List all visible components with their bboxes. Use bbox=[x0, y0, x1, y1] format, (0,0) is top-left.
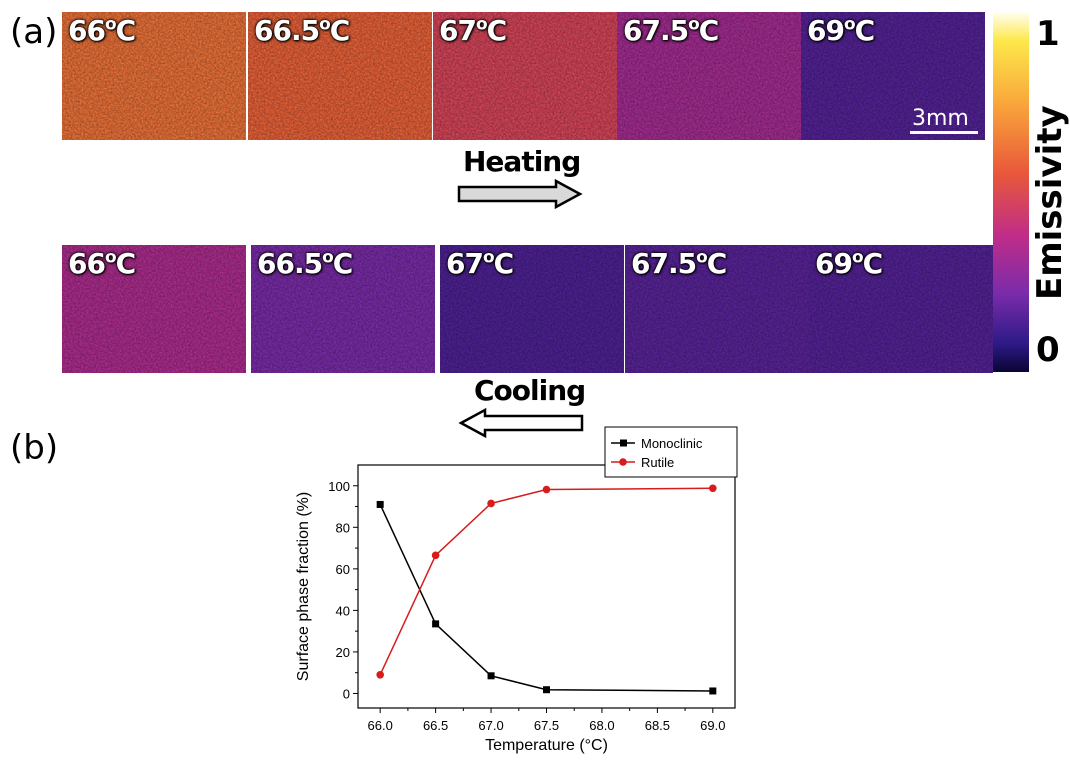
phase-fraction-chart: 0 20 40 60 80 100 66.0 66.5 67.0 67.5 68.0 68.5 69.0… bbox=[290, 425, 750, 770]
cooling-temperature-label: 66.5oC bbox=[257, 247, 353, 280]
data-point-rutile bbox=[431, 551, 440, 560]
y-tick-label: 40 bbox=[336, 603, 350, 618]
y-tick-label: 20 bbox=[336, 645, 350, 660]
cooling-temperature-label: 67.5oC bbox=[631, 247, 727, 280]
x-tick-label: 66.0 bbox=[368, 718, 393, 733]
scale-bar bbox=[910, 131, 978, 134]
legend-label: Monoclinic bbox=[641, 436, 703, 451]
panel-b-label: (b) bbox=[10, 428, 59, 468]
data-point-rutile bbox=[542, 485, 551, 494]
heating-tile: 66.5oC bbox=[248, 12, 432, 140]
colorbar-title: Emissivity bbox=[1030, 105, 1070, 300]
colorbar-max-label: 1 bbox=[1036, 14, 1060, 54]
colorbar bbox=[993, 12, 1029, 372]
legend-label: Rutile bbox=[641, 455, 674, 470]
heating-temperature-label: 67oC bbox=[439, 14, 507, 47]
panel-a-label: (a) bbox=[10, 12, 58, 52]
heating-temperature-label: 66.5oC bbox=[254, 14, 350, 47]
heating-temperature-label: 69oC bbox=[807, 14, 875, 47]
y-tick-label: 60 bbox=[336, 562, 350, 577]
data-point-monoclinic bbox=[376, 500, 384, 508]
data-point-rutile bbox=[487, 499, 495, 508]
data-point-monoclinic bbox=[432, 620, 440, 628]
cooling-tile: 66oC bbox=[62, 245, 246, 373]
legend-marker bbox=[619, 458, 627, 466]
x-tick-label: 69.0 bbox=[700, 718, 725, 733]
x-tick-label: 66.5 bbox=[423, 718, 448, 733]
plot-frame bbox=[357, 464, 736, 709]
heating-temperature-label: 66oC bbox=[68, 14, 136, 47]
cooling-arrow-icon bbox=[458, 407, 584, 439]
heating-arrow-icon bbox=[457, 178, 583, 210]
heating-temperature-label: 67.5oC bbox=[623, 14, 719, 47]
x-tick-label: 67.0 bbox=[478, 718, 503, 733]
series-line-monoclinic bbox=[379, 504, 713, 692]
series-line-rutile bbox=[379, 487, 713, 676]
cooling-tile: 66.5oC bbox=[251, 245, 435, 373]
data-point-monoclinic bbox=[709, 687, 717, 695]
cooling-temperature-label: 67oC bbox=[446, 247, 514, 280]
data-point-monoclinic bbox=[543, 686, 550, 694]
scale-bar-label: 3mm bbox=[912, 106, 969, 131]
x-tick-label: 68.5 bbox=[645, 718, 670, 733]
legend-marker bbox=[620, 439, 627, 447]
cooling-temperature-label: 66oC bbox=[68, 247, 136, 280]
chart-svg: 0 20 40 60 80 100 66.0 66.5 67.0 67.5 68.0 68.5 69.0… bbox=[295, 426, 738, 754]
heating-tile: 67oC bbox=[433, 12, 617, 140]
data-point-rutile bbox=[709, 484, 717, 493]
heating-label: Heating bbox=[463, 145, 581, 178]
legend-box bbox=[604, 426, 738, 478]
x-axis-label: Temperature (°C) bbox=[485, 737, 608, 754]
y-tick-label: 80 bbox=[336, 520, 350, 535]
heating-tile: 66oC bbox=[62, 12, 246, 140]
cooling-temperature-label: 69oC bbox=[815, 247, 883, 280]
cooling-label: Cooling bbox=[474, 374, 586, 407]
x-tick-label: 68.0 bbox=[589, 718, 614, 733]
cooling-tile: 67oC bbox=[440, 245, 624, 373]
cooling-tile: 69oC bbox=[809, 245, 993, 373]
y-tick-label: 100 bbox=[328, 479, 350, 494]
colorbar-min-label: 0 bbox=[1036, 330, 1060, 370]
y-axis-label: Surface phase fraction (%) bbox=[295, 492, 312, 681]
x-tick-label: 67.5 bbox=[534, 718, 559, 733]
cooling-tile: 67.5oC bbox=[625, 245, 809, 373]
heating-tile: 69oC bbox=[801, 12, 985, 140]
heating-tile: 67.5oC bbox=[617, 12, 801, 140]
data-point-rutile bbox=[376, 670, 384, 679]
data-point-monoclinic bbox=[487, 672, 495, 680]
y-tick-label: 0 bbox=[343, 686, 350, 701]
